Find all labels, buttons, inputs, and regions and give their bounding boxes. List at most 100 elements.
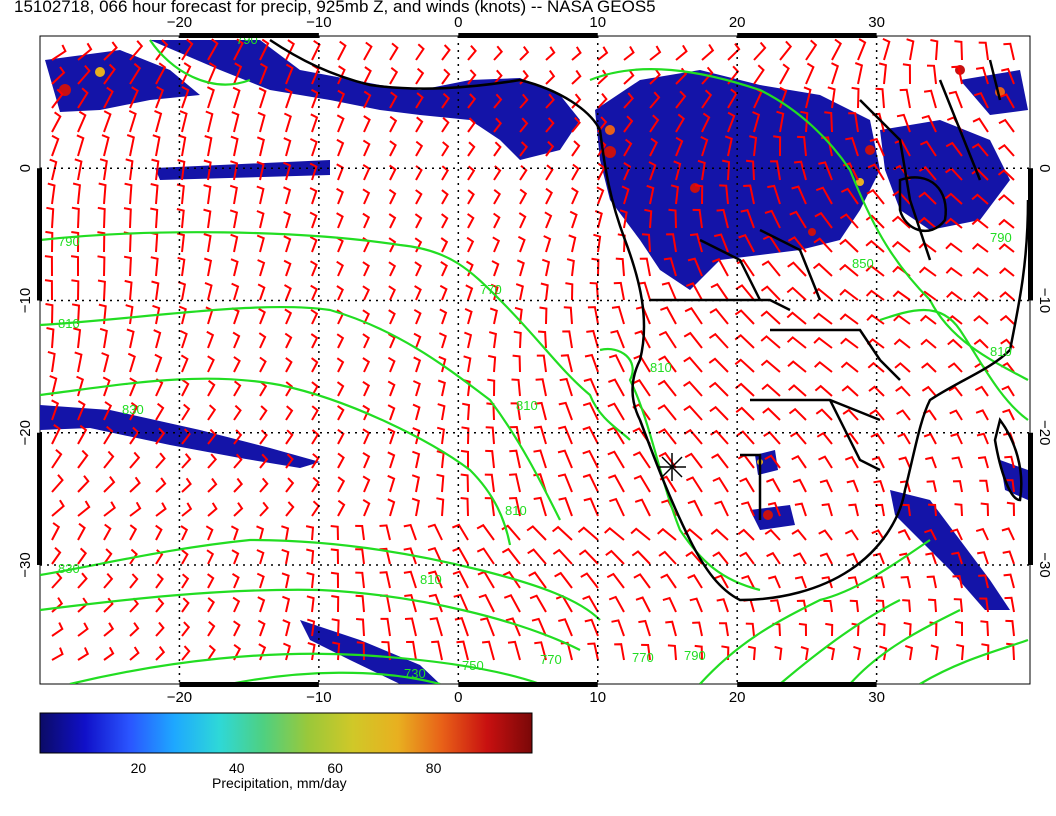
wind-barb-924 (356, 618, 365, 637)
wind-barb-898 (662, 596, 677, 613)
wind-barb-524 (814, 360, 833, 373)
wind-barb-697 (387, 474, 396, 493)
wind-barb-41 (129, 62, 142, 85)
wind-barb-349 (230, 258, 239, 277)
wind-barb-380 (44, 279, 53, 301)
wind-barb-934 (611, 619, 625, 637)
wind-barb-648 (103, 450, 115, 469)
wind-barb-363 (591, 257, 600, 277)
wind-barb-859 (633, 573, 651, 589)
wind-barb-731 (285, 501, 295, 517)
wind-barb-291 (692, 208, 703, 229)
wind-barb-856 (554, 571, 573, 589)
wind-barb-26 (727, 43, 741, 61)
wind-barb-781 (577, 526, 599, 541)
wind-barb-2 (103, 41, 118, 61)
wind-barb-865 (794, 575, 807, 589)
wind-barb-883 (282, 595, 291, 613)
wind-barb-985 (956, 643, 965, 661)
wind-barb-819 (578, 549, 599, 565)
wind-barb-269 (123, 207, 132, 229)
wind-barb-912 (51, 622, 64, 637)
wind-barb-839 (129, 573, 139, 589)
wind-barb-264 (971, 193, 989, 205)
wind-barb-117 (128, 109, 137, 133)
wind-barb-689 (181, 477, 192, 493)
wind-barb-268 (97, 206, 106, 229)
wind-barb-796 (975, 527, 989, 541)
wind-barb-213 (648, 161, 657, 181)
precip-band-south-east (890, 490, 1010, 610)
wind-barb-595 (683, 404, 703, 421)
wind-barb-267 (71, 206, 80, 229)
wind-barb-502 (259, 356, 267, 373)
wind-barb-753 (848, 503, 859, 517)
wind-barb-445 (734, 309, 755, 325)
wind-barb-172 (571, 140, 581, 157)
wind-barb-667 (582, 449, 599, 469)
wind-barb-584 (412, 403, 421, 421)
wind-barb-696 (362, 475, 371, 493)
wind-barb-907 (902, 599, 911, 613)
wind-barb-106 (827, 86, 836, 109)
wind-barb-463 (232, 331, 241, 349)
wind-barb-447 (786, 311, 807, 325)
wind-barb-175 (649, 137, 658, 157)
wind-barb-396 (465, 284, 474, 301)
wind-barb-81 (181, 86, 190, 109)
wind-barb-585 (437, 403, 446, 421)
wind-barb-679 (898, 456, 911, 469)
wind-barb-153 (76, 134, 85, 157)
wind-barb-231 (124, 182, 133, 205)
wind-barb-177 (700, 136, 709, 157)
wind-barb-715 (846, 479, 859, 493)
wind-barb-167 (441, 141, 450, 157)
wind-barb-627 (533, 425, 547, 445)
wind-barb-614 (207, 428, 217, 445)
wind-barb-867 (847, 576, 859, 589)
wind-barb-59 (597, 69, 609, 85)
wind-barb-43 (181, 62, 192, 85)
wind-barb-489 (893, 338, 911, 349)
wind-barb-605 (949, 409, 963, 421)
wind-barb-936 (665, 620, 677, 637)
wind-barb-515 (584, 353, 599, 373)
wind-barb-899 (689, 597, 703, 613)
wind-barb-950 (51, 647, 64, 661)
wind-barb-226 (971, 168, 989, 181)
wind-barb-851 (428, 570, 443, 589)
wind-barb-770 (305, 525, 315, 541)
wind-barb-134 (571, 116, 581, 133)
wind-barb-592 (607, 402, 625, 421)
wind-barb-749 (741, 501, 755, 517)
wind-barb-480 (658, 330, 677, 349)
wind-barb-616 (259, 429, 268, 445)
wind-barb-458 (99, 327, 108, 349)
wind-barb-948 (980, 620, 989, 637)
wind-barb-27 (753, 41, 767, 61)
wind-barb-974 (667, 644, 677, 661)
wind-barb-345 (123, 255, 132, 277)
wind-barb-229 (72, 182, 81, 205)
wind-barb-20 (571, 46, 582, 61)
wind-barb-164 (362, 139, 371, 157)
wind-barb-519 (683, 356, 703, 373)
wind-barb-722 (51, 499, 65, 517)
wind-barb-838 (103, 572, 114, 589)
wind-barb-161 (283, 137, 292, 157)
wind-barb-299 (891, 215, 911, 229)
wind-barb-981 (853, 645, 862, 661)
lon-tick-top-3: 10 (589, 14, 606, 31)
wind-barb-472 (464, 331, 473, 349)
lat-tick-right-0: 0 (1036, 164, 1053, 172)
wind-barb-790 (818, 529, 833, 541)
wind-barb-452 (919, 314, 937, 325)
wind-barb-65 (753, 64, 765, 85)
wind-barb-902 (770, 599, 781, 613)
wind-barb-942 (825, 622, 834, 637)
wind-barb-671 (684, 452, 703, 469)
wind-barb-955 (181, 645, 191, 661)
wind-barb-510 (463, 355, 472, 373)
wind-barb-252 (670, 184, 679, 205)
wind-barb-513 (536, 354, 547, 373)
